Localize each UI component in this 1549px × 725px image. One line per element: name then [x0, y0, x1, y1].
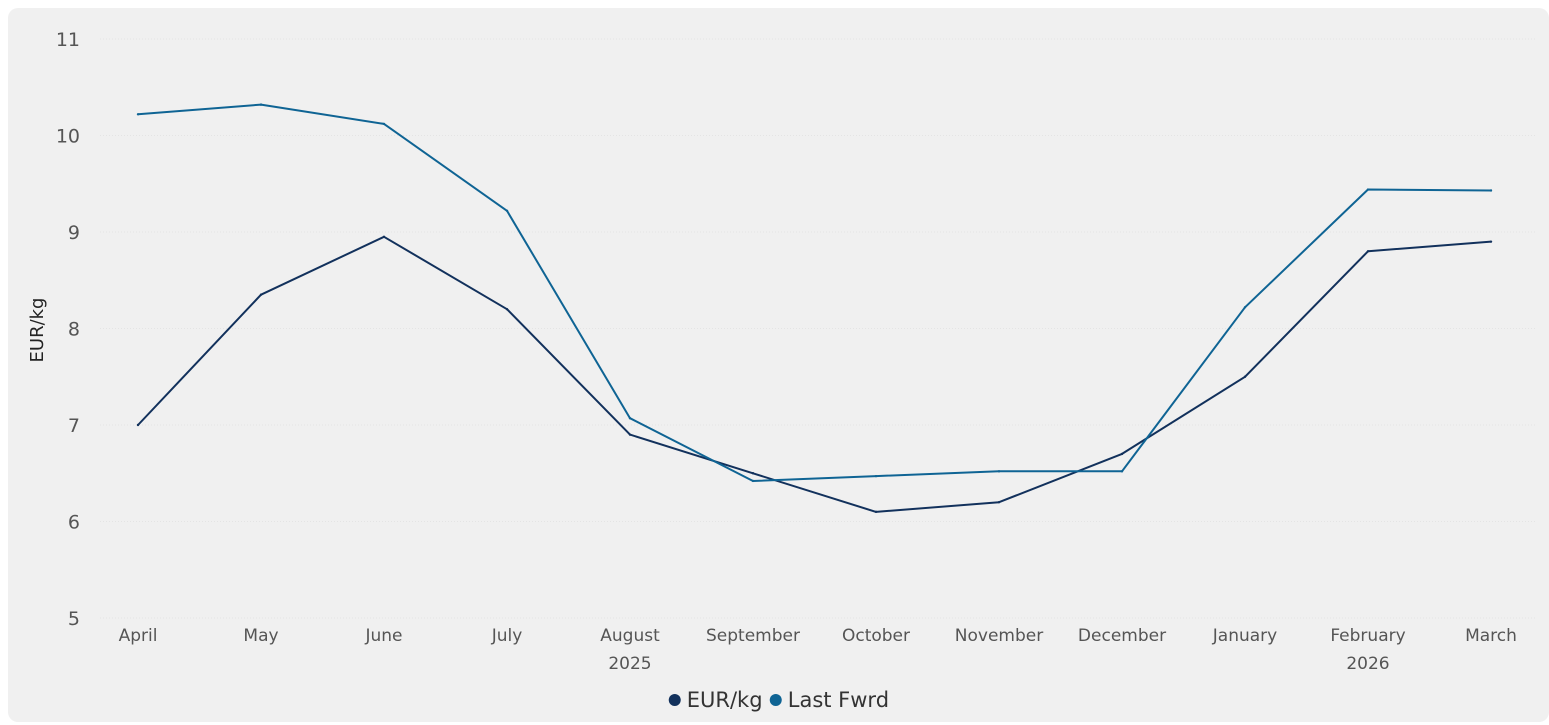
x-tick-label: September [706, 626, 800, 646]
data-point[interactable] [259, 103, 263, 106]
x-year-label: 2026 [1346, 654, 1389, 674]
data-point[interactable] [1489, 189, 1493, 192]
y-tick-label: 9 [68, 222, 80, 244]
series-lines [136, 103, 1493, 514]
y-axis-ticks: 5 6 7 8 9 10 11 [56, 29, 80, 630]
data-point[interactable] [505, 209, 509, 212]
data-point[interactable] [136, 423, 140, 427]
x-tick-label: November [955, 626, 1043, 646]
y-tick-label: 10 [56, 126, 80, 148]
legend-marker [668, 694, 681, 706]
data-point[interactable] [259, 293, 263, 296]
x-axis-ticks: April May June July August 2025 September Octob… [119, 626, 1517, 674]
x-tick-label: August [600, 626, 660, 646]
legend: EUR/kg Last Fwrd [668, 688, 889, 712]
data-point[interactable] [1366, 188, 1370, 191]
data-point[interactable] [1243, 375, 1247, 378]
x-tick-label: May [243, 626, 278, 646]
chart-panel [8, 8, 1549, 722]
data-point[interactable] [1120, 452, 1124, 456]
data-point[interactable] [751, 472, 755, 475]
y-tick-label: 8 [68, 319, 80, 341]
x-tick-label: July [491, 626, 523, 646]
data-point[interactable] [505, 308, 509, 311]
legend-marker [769, 694, 782, 706]
data-point[interactable] [874, 474, 878, 478]
legend-label[interactable]: EUR/kg [687, 688, 763, 712]
x-tick-label: October [842, 626, 910, 646]
x-tick-label: December [1078, 626, 1166, 646]
x-tick-label: March [1465, 626, 1517, 646]
data-point[interactable] [1489, 240, 1493, 243]
data-point[interactable] [997, 501, 1001, 504]
data-point[interactable] [136, 113, 140, 116]
data-point[interactable] [751, 479, 755, 483]
y-tick-label: 11 [56, 29, 80, 51]
x-tick-label: June [364, 626, 402, 646]
y-tick-label: 7 [68, 415, 80, 437]
x-tick-label: January [1212, 626, 1277, 646]
legend-label[interactable]: Last Fwrd [788, 688, 889, 712]
x-tick-label: February [1330, 626, 1405, 646]
series-line-0 [137, 235, 1492, 513]
y-axis-label: EUR/kg [27, 298, 48, 363]
data-point[interactable] [382, 235, 386, 239]
data-point[interactable] [382, 122, 386, 126]
data-point[interactable] [1243, 306, 1247, 309]
data-point[interactable] [997, 470, 1001, 473]
series-line-1 [137, 103, 1492, 482]
data-point[interactable] [1120, 470, 1124, 473]
x-tick-label: April [119, 626, 158, 646]
data-point[interactable] [628, 417, 632, 420]
y-tick-label: 5 [68, 608, 80, 630]
data-point[interactable] [1366, 250, 1370, 253]
x-year-label: 2025 [608, 654, 651, 674]
data-point[interactable] [874, 510, 878, 514]
y-tick-label: 6 [68, 512, 80, 534]
grid-lines [100, 38, 1535, 619]
data-point[interactable] [628, 433, 632, 436]
